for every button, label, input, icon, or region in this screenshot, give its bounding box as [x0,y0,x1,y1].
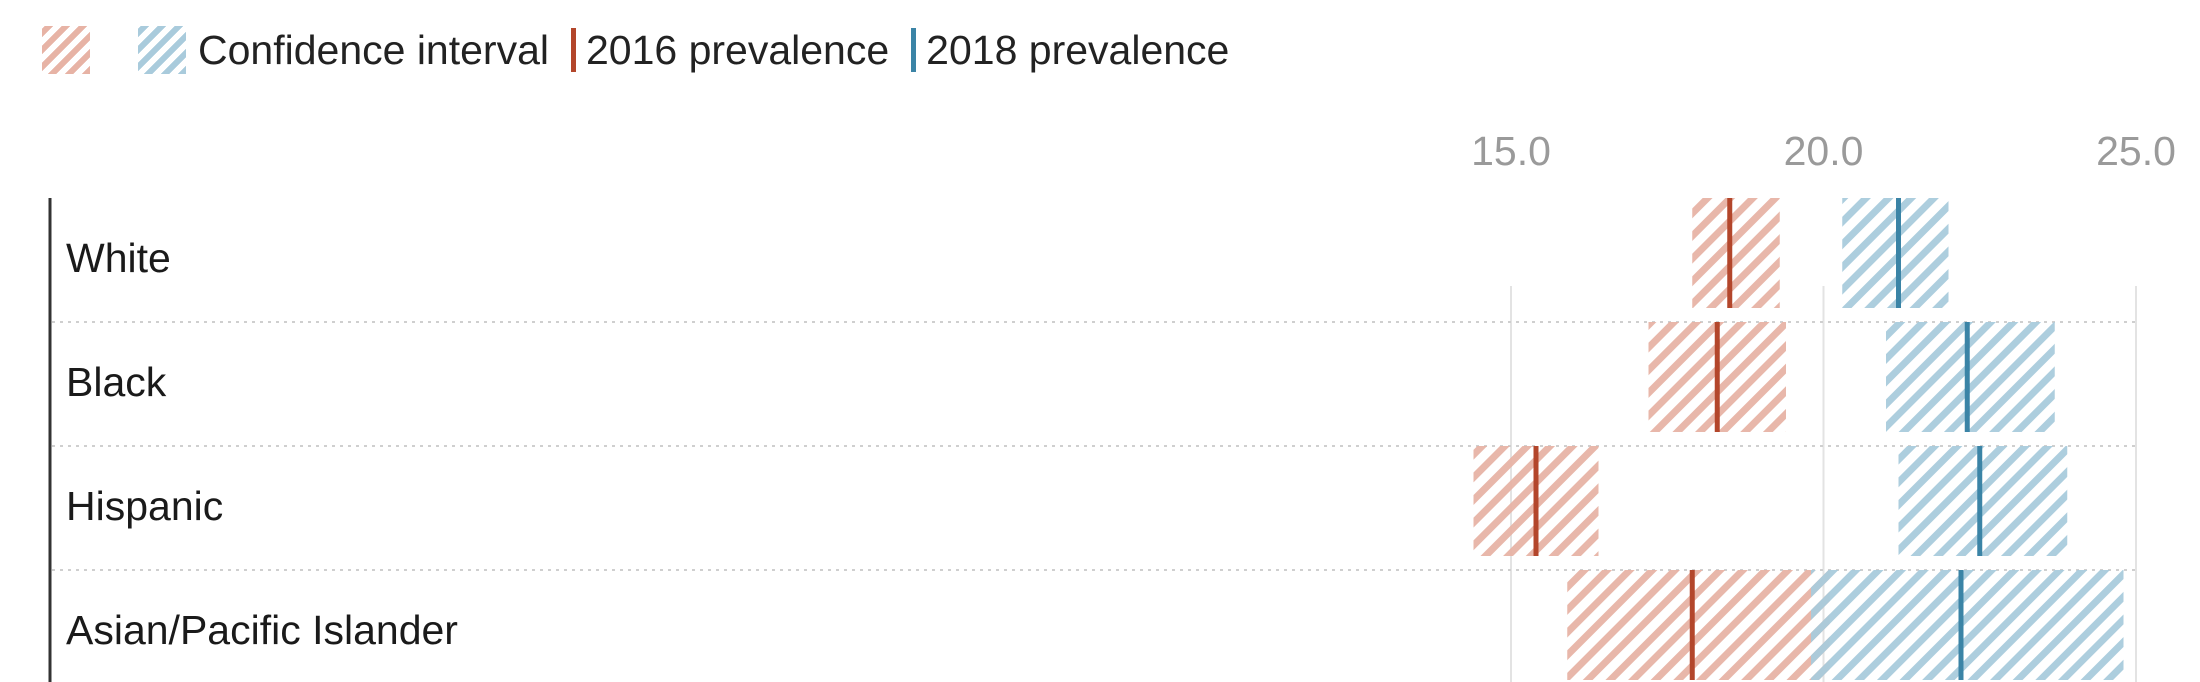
category-label: Black [66,359,167,405]
legend-swatch-2016-ci [42,26,90,74]
x-tick-label: 20.0 [1783,128,1864,174]
ci-band-2018 [1898,446,2068,556]
x-tick-label: 25.0 [2096,128,2176,174]
data-marks [1473,198,2124,680]
legend-tick-2018 [911,28,917,72]
ci-band-2018 [1886,322,2055,432]
legend-2018-label: 2018 prevalence [926,26,1230,73]
ci-band-2016 [1567,570,1830,680]
ci-band-2018 [1811,570,2124,680]
category-label: Hispanic [66,483,224,529]
legend-ci-label: Confidence interval [198,26,549,73]
ci-band-2018 [1842,198,1949,308]
ci-band-2016 [1692,198,1780,308]
gridlines [48,198,2138,682]
category-label: Asian/Pacific Islander [66,607,458,653]
legend-2016-label: 2016 prevalence [585,26,890,73]
x-tick-label: 15.0 [1471,128,1551,174]
legend-swatch-2018-ci [138,26,186,74]
legend: Confidence interval 2016 prevalence 2018… [42,22,1229,78]
category-label: White [66,235,171,281]
legend-tick-2016 [570,28,576,72]
